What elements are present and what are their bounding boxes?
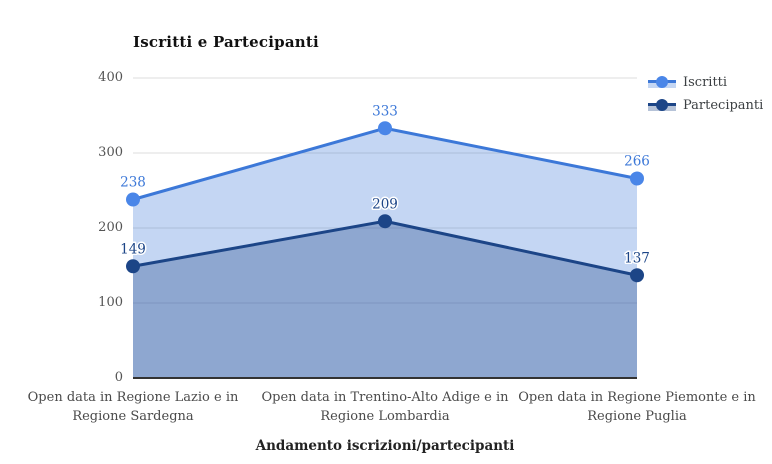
series-area-iscritti bbox=[133, 128, 637, 378]
data-point-partecipanti-2[interactable] bbox=[630, 268, 644, 283]
data-point-iscritti-0[interactable] bbox=[126, 192, 140, 207]
chart-title: Iscritti e Partecipanti bbox=[133, 33, 319, 51]
x-axis-title: Andamento iscrizioni/partecipanti bbox=[255, 438, 515, 454]
y-tick-label: 0 bbox=[114, 370, 123, 385]
y-tick-label: 300 bbox=[98, 145, 123, 160]
x-category-label: Open data in Regione Piemonte e in Regio… bbox=[518, 390, 756, 424]
legend-label-iscritti: Iscritti bbox=[683, 75, 728, 90]
x-category-label: Open data in Regione Lazio e in Regione … bbox=[27, 390, 239, 424]
legend-item-partecipanti[interactable]: Partecipanti bbox=[648, 94, 763, 117]
data-label-iscritti-2: 266 bbox=[624, 154, 650, 170]
area-line-marker-icon bbox=[648, 99, 676, 112]
x-category-label: Open data in Trentino-Alto Adige e in Re… bbox=[261, 390, 509, 424]
data-point-partecipanti-1[interactable] bbox=[378, 214, 392, 229]
y-tick-label: 200 bbox=[98, 220, 123, 235]
legend: Iscritti Partecipanti bbox=[648, 71, 763, 117]
data-label-partecipanti-0: 149 bbox=[120, 241, 146, 257]
data-label-iscritti-1: 333 bbox=[372, 103, 398, 119]
series-area-partecipanti bbox=[133, 221, 637, 378]
legend-label-partecipanti: Partecipanti bbox=[683, 98, 764, 113]
data-label-partecipanti-1: 209 bbox=[372, 196, 398, 212]
data-point-iscritti-1[interactable] bbox=[378, 121, 392, 136]
area-line-marker-icon bbox=[648, 76, 676, 89]
y-tick-label: 400 bbox=[98, 70, 123, 85]
data-label-iscritti-0: 238 bbox=[120, 175, 146, 191]
legend-item-iscritti[interactable]: Iscritti bbox=[648, 71, 763, 94]
data-label-partecipanti-2: 137 bbox=[624, 250, 650, 266]
y-tick-label: 100 bbox=[98, 295, 123, 310]
data-point-iscritti-2[interactable] bbox=[630, 171, 644, 186]
data-point-partecipanti-0[interactable] bbox=[126, 259, 140, 274]
